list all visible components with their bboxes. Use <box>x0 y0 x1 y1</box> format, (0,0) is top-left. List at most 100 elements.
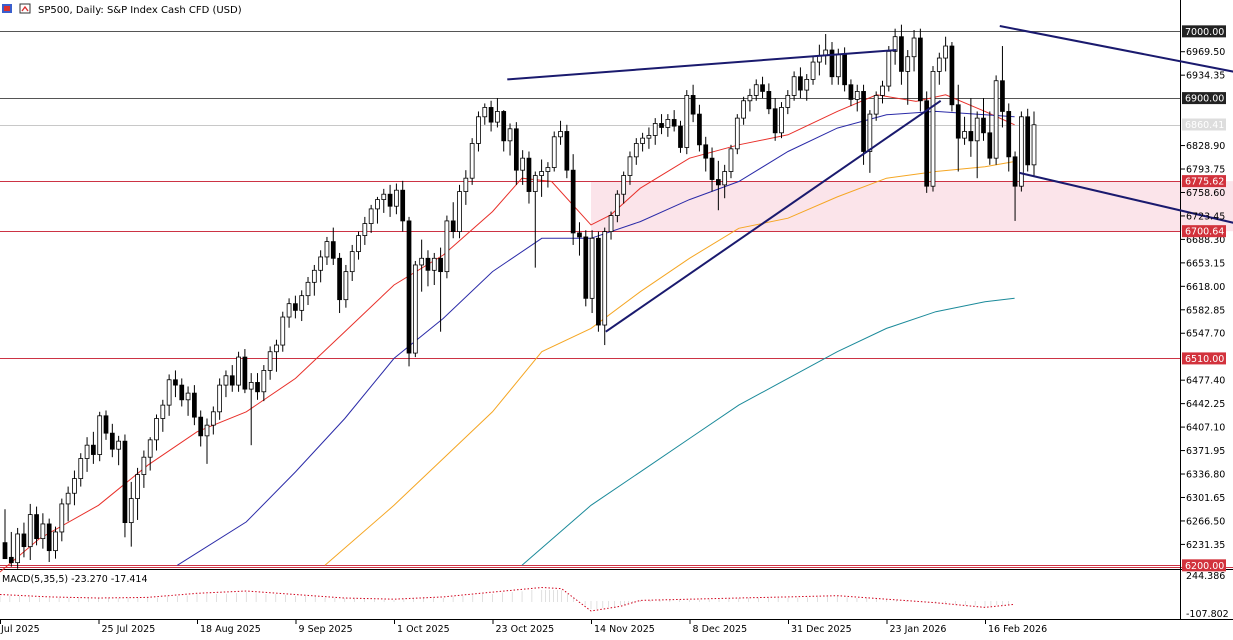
candle-body-bull <box>217 384 222 413</box>
candle <box>974 111 980 179</box>
chart-type-icon[interactable] <box>19 3 31 14</box>
candle <box>911 30 917 72</box>
candle-body-bull <box>804 79 810 91</box>
candle-body-bull <box>1031 124 1037 166</box>
candle <box>343 264 349 308</box>
candle-body-bear <box>438 257 443 273</box>
candle <box>217 378 222 420</box>
candle <box>1000 46 1005 128</box>
price-badge-bg <box>1182 559 1226 572</box>
trendline-0 <box>507 49 897 81</box>
candle <box>854 84 860 112</box>
candle-body-bull <box>507 128 513 142</box>
candle <box>280 311 286 352</box>
candle <box>173 370 178 398</box>
candle <box>785 90 791 115</box>
candle <box>880 80 885 104</box>
candle <box>747 88 753 112</box>
candle <box>665 114 671 137</box>
candle-body-bull <box>911 37 917 58</box>
candle <box>772 98 778 141</box>
candle <box>823 34 829 65</box>
candle-body-bear <box>526 157 532 192</box>
candle <box>476 111 481 152</box>
price-badge-label: 6860.41 <box>1185 120 1224 131</box>
candle <box>91 431 96 464</box>
price-tick-label: 6336.80 <box>1186 470 1225 481</box>
candle-body-bull <box>375 199 380 210</box>
candle-body-bear <box>690 95 696 115</box>
chart-header: SP500, Daily: S&P Index Cash CFD (USD) <box>2 3 242 16</box>
candle-body-bull <box>873 95 879 115</box>
time-tick-label: 23 Jan 2026 <box>890 624 947 635</box>
candle <box>330 227 336 265</box>
candle <box>659 114 664 135</box>
candle <box>734 114 740 155</box>
candle <box>438 247 443 332</box>
candle-body-bull <box>261 370 267 393</box>
candle <box>955 84 961 172</box>
candle-body-bear <box>1000 80 1005 112</box>
candle <box>608 211 614 240</box>
price-tick-label: 6618.00 <box>1186 282 1225 293</box>
candle <box>798 67 803 99</box>
candle <box>646 127 652 149</box>
candle <box>558 120 563 145</box>
price-badge-bg <box>1182 352 1226 365</box>
candle <box>463 170 469 205</box>
candle <box>135 467 140 520</box>
candle-body-bear <box>918 37 923 102</box>
candle <box>936 52 942 85</box>
candle-body-bull <box>431 257 437 271</box>
candle <box>286 298 292 328</box>
price-tick-label: 6301.65 <box>1186 493 1225 504</box>
chart-window-icon-inner <box>4 6 10 11</box>
candle <box>469 138 475 185</box>
macd-title: MACD(5,35,5) -23.270 -17.414 <box>2 574 147 585</box>
candle <box>40 513 46 549</box>
candle-body-bull <box>633 143 639 158</box>
candle <box>229 365 235 392</box>
candle-body-bull <box>993 80 999 159</box>
candle <box>760 76 765 99</box>
price-tick-label: 6266.50 <box>1186 516 1225 527</box>
price-badges-layer: 7000.00 6900.00 6860.41 6775.62 6700.64 6510.… <box>1182 25 1226 572</box>
candle <box>539 159 544 197</box>
candle-body-bull <box>324 241 330 258</box>
candle <box>968 98 974 157</box>
candle-body-bull <box>267 351 273 371</box>
candle-body-bull <box>236 356 241 386</box>
candles-layer <box>2 24 1037 569</box>
candle <box>513 122 519 185</box>
price-badge: 6200.00 <box>1182 559 1226 572</box>
candle-body-bear <box>122 440 128 524</box>
candle <box>804 74 810 101</box>
candle-body-bull <box>116 440 121 450</box>
candle <box>356 231 361 260</box>
candle <box>65 486 71 522</box>
candle-body-bull <box>930 70 936 187</box>
candle-body-bear <box>242 356 248 390</box>
price-badge-label: 6700.64 <box>1185 227 1224 238</box>
candle-body-bear <box>659 123 664 128</box>
candle <box>412 260 418 358</box>
candle <box>987 111 993 165</box>
candle-body-bear <box>198 416 204 437</box>
price-tick-label: 6442.25 <box>1186 399 1225 410</box>
candle-body-bull <box>747 95 753 102</box>
candle <box>810 56 816 85</box>
candle <box>943 36 948 72</box>
time-tick-label: 9 Sep 2025 <box>299 624 353 635</box>
price-badge-bg <box>1182 92 1226 105</box>
candle-body-bull <box>476 116 481 144</box>
candle <box>457 184 462 239</box>
candle <box>501 110 507 152</box>
candle-body-bull <box>886 50 892 87</box>
price-badge-label: 6510.00 <box>1185 354 1224 365</box>
candle <box>892 28 898 65</box>
candle-body-bull <box>135 474 140 499</box>
candle-body-bull <box>27 514 33 548</box>
candle-body-bear <box>2 542 8 560</box>
candle-body-bear <box>1025 116 1031 166</box>
price-tick-label: 6231.35 <box>1186 540 1225 551</box>
